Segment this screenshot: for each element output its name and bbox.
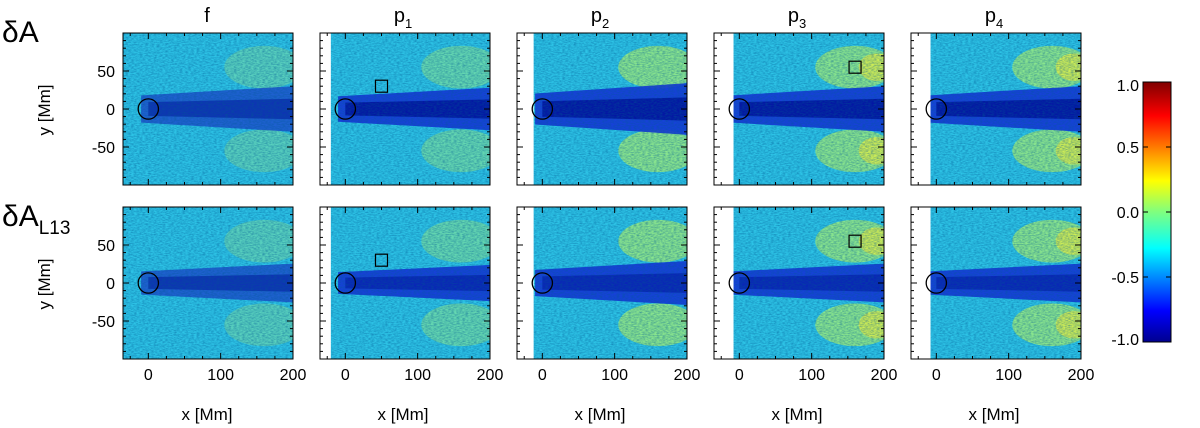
panel-dAL13-p3: 0 100 200 (713, 206, 898, 384)
x-tick-label: 100 (798, 367, 825, 384)
noise-texture (911, 33, 1081, 185)
panel-dAL13-f: 50 0 -50 0 100 200 (92, 206, 307, 384)
sunspot-circle (925, 272, 948, 294)
panel-dA-p3 (713, 32, 885, 186)
sunspot-circle (728, 272, 751, 294)
sunspot-circle (137, 272, 160, 294)
x-tick-label: 0 (735, 367, 744, 384)
column-titles: f p1 p2 p3 p4 (204, 5, 1003, 31)
column-title-p3: p3 (788, 5, 806, 31)
x-axis-label-p4: x [Mm] (969, 405, 1020, 424)
noise-texture (123, 33, 293, 185)
marker-square (848, 234, 862, 248)
y-axis-label-top: y [Mm] (35, 85, 54, 136)
noise-texture (517, 207, 687, 359)
x-tick-label: 0 (341, 367, 350, 384)
heatmap-panels: 50 0 -50 50 0 -50 0 100 200 0 100 200 0 100 200 0 100 200… (92, 32, 1095, 384)
sunspot-circle (728, 98, 751, 120)
x-axis-label-f: x [Mm] (182, 405, 233, 424)
row-labels: δA δAL13 (2, 16, 70, 239)
y-tick-label: 50 (97, 238, 115, 255)
sunspot-circle (531, 98, 554, 120)
sunspot-circle (334, 98, 357, 120)
panel-dA-f: 50 0 -50 (92, 32, 294, 186)
colorbar: 1.0 0.5 0.0 -0.5 -1.0 (1111, 78, 1172, 349)
marker-square (374, 253, 389, 267)
x-tick-label: 0 (932, 367, 941, 384)
x-axis-label-p1: x [Mm] (378, 405, 429, 424)
panel-dAL13-p1: 0 100 200 (319, 206, 504, 384)
x-axis-labels: x [Mm] x [Mm] x [Mm] x [Mm] x [Mm] (182, 405, 1020, 424)
panel-dA-p2 (516, 32, 688, 186)
noise-texture (320, 33, 490, 185)
panel-dAL13-p4: 0 100 200 (910, 206, 1095, 384)
x-tick-label: 200 (674, 367, 701, 384)
noise-texture (911, 207, 1081, 359)
row-label-bottom: δAL13 (2, 200, 70, 239)
panel-dAL13-p2: 0 100 200 (516, 206, 701, 384)
x-tick-label: 100 (995, 367, 1022, 384)
column-title-p2: p2 (591, 5, 609, 31)
x-tick-label: 100 (207, 367, 234, 384)
y-axis-label-bottom: y [Mm] (35, 259, 54, 310)
row-label-top: δA (2, 16, 39, 49)
noise-texture (714, 207, 884, 359)
x-axis-label-p3: x [Mm] (772, 405, 823, 424)
x-axis-label-p2: x [Mm] (575, 405, 626, 424)
marker-square (848, 60, 862, 74)
colorbar-tick-label: 1.0 (1117, 78, 1139, 95)
colorbar-ticks: 1.0 0.5 0.0 -0.5 -1.0 (1111, 78, 1171, 349)
noise-texture (320, 207, 490, 359)
panel-dA-p1 (319, 32, 491, 186)
x-tick-label: 100 (601, 367, 628, 384)
x-tick-label: 200 (477, 367, 504, 384)
x-tick-label: 0 (144, 367, 153, 384)
noise-texture (517, 33, 687, 185)
sunspot-circle (925, 98, 948, 120)
x-tick-label: 0 (538, 367, 547, 384)
sunspot-circle (334, 272, 357, 294)
y-tick-label: 0 (106, 102, 115, 119)
panel-dA-p4 (910, 32, 1082, 186)
x-tick-label: 100 (404, 367, 431, 384)
sunspot-circle (531, 272, 554, 294)
colorbar-tick-label: -0.5 (1111, 270, 1139, 287)
y-tick-label: -50 (92, 140, 115, 157)
colorbar-tick-label: -1.0 (1111, 332, 1139, 349)
noise-texture (714, 33, 884, 185)
column-title-p1: p1 (394, 5, 412, 31)
x-tick-label: 200 (871, 367, 898, 384)
y-axis-labels: y [Mm] y [Mm] (35, 85, 54, 310)
column-title-f: f (204, 5, 210, 27)
column-title-p4: p4 (985, 5, 1003, 31)
x-tick-label: 200 (1068, 367, 1095, 384)
marker-square (374, 79, 389, 93)
colorbar-tick-label: 0.0 (1117, 205, 1139, 222)
y-tick-label: 0 (106, 276, 115, 293)
sunspot-circle (137, 98, 160, 120)
y-tick-label: -50 (92, 314, 115, 331)
colorbar-tick-label: 0.5 (1117, 140, 1139, 157)
noise-texture (123, 207, 293, 359)
y-tick-label: 50 (97, 64, 115, 81)
x-tick-label: 200 (280, 367, 307, 384)
